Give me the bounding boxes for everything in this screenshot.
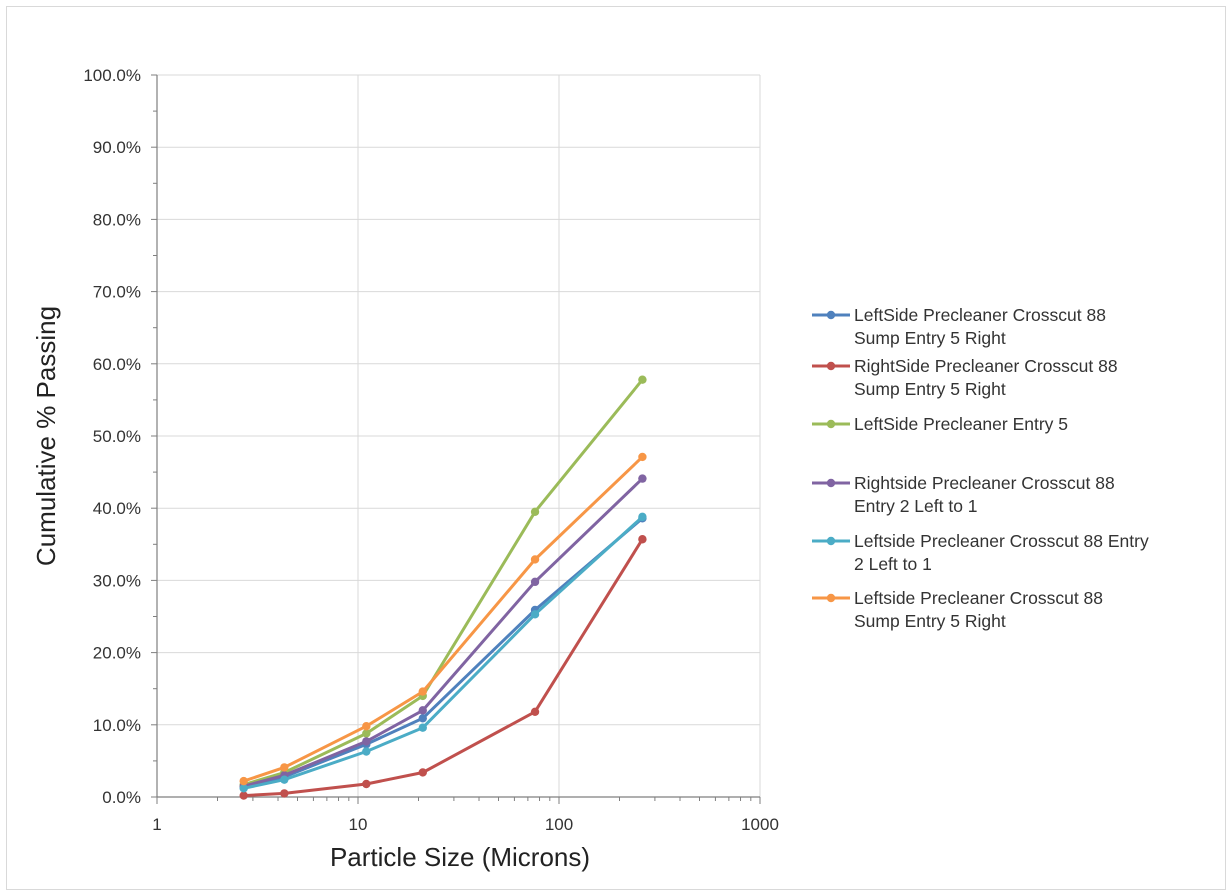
series-3	[239, 375, 647, 789]
data-point	[638, 375, 647, 384]
x-tick-label: 1000	[741, 815, 779, 834]
legend-item-3: LeftSide Precleaner Entry 5	[812, 414, 1068, 434]
legend-label: RightSide Precleaner Crosscut 88	[854, 356, 1118, 376]
legend-label: Rightside Precleaner Crosscut 88	[854, 473, 1115, 493]
data-point	[280, 775, 289, 784]
legend-swatch-marker	[826, 419, 836, 429]
data-point	[530, 610, 540, 619]
data-point	[418, 714, 427, 723]
chart-frame	[6, 6, 1226, 890]
legend-label: 2 Left to 1	[854, 554, 932, 574]
y-tick-label: 30.0%	[93, 571, 141, 590]
grid	[157, 74, 761, 797]
data-point	[530, 507, 540, 517]
data-point	[239, 791, 248, 800]
data-point	[418, 687, 427, 696]
y-tick-label: 60.0%	[93, 355, 141, 374]
axes: 0.0% 10.0% 20.0% 30.0% 40.0% 50.0% 60.0% 70.0% 8…	[83, 66, 779, 834]
y-tick-label: 80.0%	[93, 210, 141, 229]
data-point	[280, 789, 289, 798]
data-point	[362, 737, 371, 746]
data-point	[418, 768, 427, 777]
data-point	[239, 776, 248, 786]
legend-item-6: Leftside Precleaner Crosscut 88 Sump Entr…	[812, 588, 1103, 631]
y-tick-label: 0.0%	[102, 788, 141, 807]
series-lines	[239, 375, 647, 800]
data-point	[239, 784, 248, 793]
y-tick-label: 10.0%	[93, 716, 141, 735]
legend-label: LeftSide Precleaner Crosscut 88	[854, 305, 1106, 325]
data-point	[638, 452, 647, 462]
legend: LeftSide Precleaner Crosscut 88 Sump Entr…	[812, 305, 1149, 631]
legend-label: Leftside Precleaner Crosscut 88 Entry	[854, 531, 1149, 551]
legend-item-1: LeftSide Precleaner Crosscut 88 Sump Entr…	[812, 305, 1106, 348]
data-point	[638, 512, 647, 522]
data-point	[362, 722, 371, 731]
y-tick-label: 40.0%	[93, 499, 141, 518]
series-5	[239, 512, 647, 793]
x-tick-label: 100	[545, 815, 573, 834]
series-6	[239, 452, 647, 786]
y-tick-label: 50.0%	[93, 427, 141, 446]
series-line	[242, 537, 644, 798]
y-tick-label: 100.0%	[83, 66, 141, 85]
data-point	[418, 706, 427, 715]
legend-swatch-marker	[826, 536, 836, 546]
y-tick-label: 70.0%	[93, 283, 141, 302]
series-line	[242, 515, 644, 790]
data-point	[280, 763, 289, 772]
data-point	[418, 723, 427, 732]
legend-swatch-marker	[826, 310, 836, 320]
legend-label: Sump Entry 5 Right	[854, 611, 1006, 631]
legend-label: Entry 2 Left to 1	[854, 496, 978, 516]
x-tick-label: 10	[349, 815, 368, 834]
legend-label: LeftSide Precleaner Entry 5	[854, 414, 1068, 434]
legend-label: Sump Entry 5 Right	[854, 379, 1006, 399]
x-tick-label: 1	[152, 815, 161, 834]
legend-swatch-marker	[826, 593, 836, 603]
legend-swatch-marker	[826, 361, 836, 371]
legend-label: Sump Entry 5 Right	[854, 328, 1006, 348]
series-line	[242, 455, 644, 783]
legend-item-5: Leftside Precleaner Crosscut 88 Entry 2 L…	[812, 531, 1149, 574]
legend-label: Leftside Precleaner Crosscut 88	[854, 588, 1103, 608]
data-point	[638, 474, 647, 483]
data-point	[362, 747, 371, 756]
y-axis-title: Cumulative % Passing	[31, 306, 61, 566]
y-tick-label: 20.0%	[93, 644, 141, 663]
data-point	[362, 779, 371, 789]
legend-swatch-marker	[826, 478, 836, 488]
y-tick-label: 90.0%	[93, 138, 141, 157]
data-point	[638, 535, 647, 544]
data-point	[530, 555, 540, 564]
data-point	[530, 577, 540, 587]
data-point	[530, 707, 540, 717]
data-point	[362, 729, 371, 738]
series-line	[242, 378, 644, 787]
legend-item-2: RightSide Precleaner Crosscut 88 Sump Ent…	[812, 356, 1118, 399]
x-axis-title: Particle Size (Microns)	[330, 842, 590, 872]
legend-item-4: Rightside Precleaner Crosscut 88 Entry 2 …	[812, 473, 1115, 516]
series-2	[239, 535, 647, 800]
series-line	[242, 477, 644, 788]
